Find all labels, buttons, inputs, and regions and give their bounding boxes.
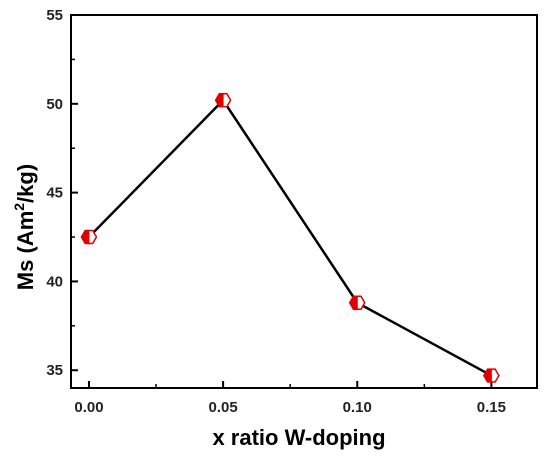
plot-area (70, 14, 538, 389)
plot-frame (70, 14, 538, 389)
x-tick-label: 0.05 (209, 399, 238, 416)
y-axis: 35 40 45 50 55 (46, 7, 78, 379)
x-tick-label: 0.15 (477, 399, 506, 416)
data-point (214, 93, 232, 108)
data-point (348, 295, 366, 310)
series-line (88, 98, 492, 377)
data-point-fill (215, 93, 224, 108)
x-axis: 0.00 0.05 0.10 0.15 (74, 381, 506, 416)
data-point-fill (349, 295, 358, 310)
data-point (483, 368, 500, 383)
y-tick-label: 50 (46, 96, 63, 113)
y-axis-title-superscript: 2 (11, 203, 27, 211)
y-axis-title-tail: /kg) (13, 164, 38, 203)
y-tick-label: 40 (46, 273, 63, 290)
data-point-fill (483, 368, 492, 383)
y-axis-title-main: Ms (Am (13, 211, 38, 290)
y-tick-label: 55 (46, 7, 63, 24)
y-tick-label: 35 (46, 362, 63, 379)
x-axis-title: x ratio W-doping (212, 425, 385, 450)
y-tick-label: 45 (46, 185, 63, 202)
data-point (80, 229, 98, 245)
y-axis-title: Ms (Am2/kg) (11, 164, 38, 290)
data-point-fill (80, 230, 90, 245)
series-layer (80, 93, 500, 383)
x-tick-label: 0.10 (343, 399, 372, 416)
x-tick-label: 0.00 (74, 399, 103, 416)
